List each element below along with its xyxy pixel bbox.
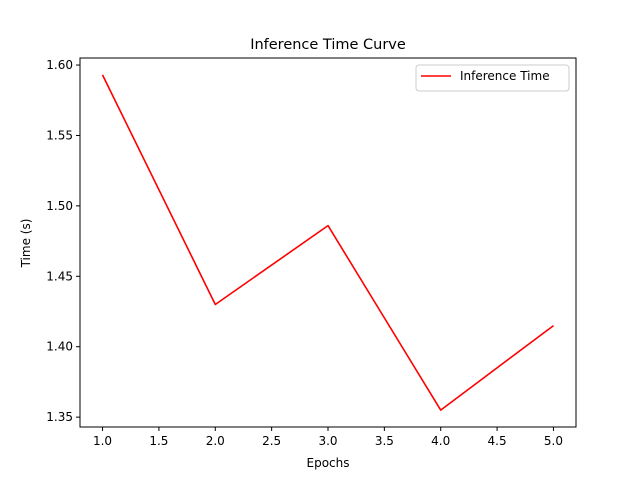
legend-box bbox=[415, 64, 570, 92]
y-axis-ticks: 1.35 1.40 1.45 1.50 1.55 1.60 bbox=[46, 58, 80, 424]
legend-label: Inference Time bbox=[460, 69, 550, 83]
legend: Inference Time bbox=[415, 64, 570, 92]
chart-title: Inference Time Curve bbox=[250, 37, 406, 53]
x-tick-label: 1.0 bbox=[93, 434, 112, 448]
series-layer bbox=[101, 74, 554, 411]
y-tick-label: 1.55 bbox=[46, 128, 73, 142]
series-line-inference-time bbox=[101, 74, 554, 411]
y-tick-label: 1.35 bbox=[46, 410, 73, 424]
x-tick-label: 3.5 bbox=[375, 434, 394, 448]
x-tick-label: 2.0 bbox=[206, 434, 225, 448]
x-tick-label: 3.0 bbox=[318, 434, 337, 448]
y-tick-label: 1.45 bbox=[46, 269, 73, 283]
plot-area bbox=[79, 57, 577, 428]
x-tick-label: 4.0 bbox=[431, 434, 450, 448]
y-axis-label: Time (s) bbox=[19, 219, 33, 269]
x-tick-label: 4.5 bbox=[488, 434, 507, 448]
x-axis-ticks: 1.0 1.5 2.0 2.5 3.0 3.5 4.0 4.5 5.0 bbox=[93, 427, 563, 448]
x-tick-label: 1.5 bbox=[149, 434, 168, 448]
x-tick-label: 2.5 bbox=[262, 434, 281, 448]
x-axis-label: Epochs bbox=[307, 456, 350, 470]
x-tick-label: 5.0 bbox=[544, 434, 563, 448]
y-tick-label: 1.60 bbox=[46, 58, 73, 72]
y-tick-label: 1.50 bbox=[46, 199, 73, 213]
y-tick-label: 1.40 bbox=[46, 340, 73, 354]
